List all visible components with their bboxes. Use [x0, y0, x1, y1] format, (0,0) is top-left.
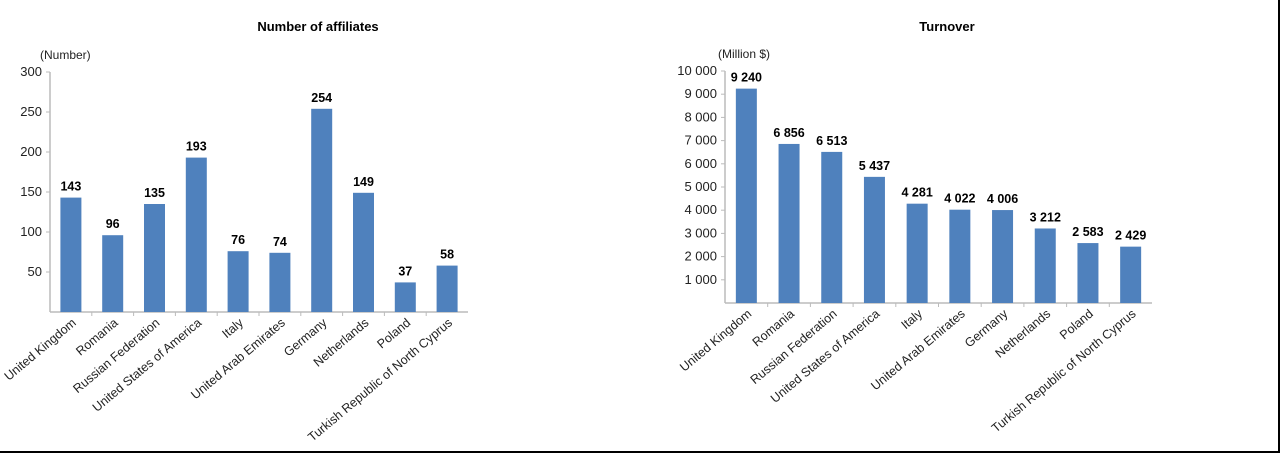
chart-title: Turnover — [919, 19, 974, 34]
y-tick-label: 7 000 — [684, 133, 717, 148]
y-tick-label: 150 — [20, 184, 42, 199]
bar — [60, 197, 82, 312]
y-tick-label: 1 000 — [684, 272, 717, 287]
y-tick-label: 9 000 — [684, 86, 717, 101]
bar — [353, 192, 374, 312]
data-label: 9 240 — [731, 71, 762, 85]
chart-title: Number of affiliates — [257, 19, 378, 34]
y-axis-unit: (Million $) — [718, 47, 770, 61]
y-tick-label: 10 000 — [677, 63, 717, 78]
chart-number-of-affiliates: Number of affiliates (Number) 50 100 150 20… — [2, 19, 468, 444]
bar — [778, 143, 800, 303]
data-label: 2 429 — [1115, 229, 1146, 243]
data-label: 74 — [273, 235, 287, 249]
bar — [311, 108, 333, 312]
bar — [1077, 243, 1099, 303]
bar — [1034, 228, 1056, 303]
category-label: Poland — [374, 316, 413, 352]
data-label: 58 — [440, 248, 454, 262]
data-label: 76 — [231, 233, 245, 247]
y-tick-label: 4 000 — [684, 202, 717, 217]
data-label: 37 — [398, 264, 412, 278]
y-tick-label: 250 — [20, 104, 42, 119]
bar — [185, 157, 207, 312]
bar — [102, 235, 124, 312]
bar — [1120, 246, 1142, 303]
y-tick-label: 50 — [28, 264, 42, 279]
data-label: 5 437 — [859, 159, 890, 173]
y-tick-label: 100 — [20, 224, 42, 239]
bar — [436, 265, 458, 312]
y-tick-label: 200 — [20, 144, 42, 159]
bar — [821, 151, 843, 303]
data-label: 4 281 — [902, 186, 933, 200]
y-tick-label: 2 000 — [684, 249, 717, 264]
data-label: 6 513 — [816, 134, 847, 148]
data-label: 2 583 — [1072, 225, 1103, 239]
data-label: 4 006 — [987, 192, 1018, 206]
y-tick-label: 8 000 — [684, 109, 717, 124]
y-tick-label: 3 000 — [684, 225, 717, 240]
category-label: Italy — [219, 315, 246, 341]
data-label: 143 — [60, 180, 81, 194]
y-tick-label: 300 — [20, 64, 42, 79]
bar — [735, 88, 757, 304]
category-label: United Kingdom — [2, 316, 79, 384]
data-label: 3 212 — [1030, 210, 1061, 224]
bar — [863, 176, 885, 303]
data-label: 135 — [144, 186, 165, 200]
data-label: 96 — [106, 217, 120, 231]
category-label: Poland — [1057, 307, 1096, 343]
bar — [949, 209, 971, 303]
y-axis-unit: (Number) — [40, 48, 91, 62]
category-label: United Kingdom — [677, 307, 754, 375]
data-label: 6 856 — [773, 126, 804, 140]
data-label: 193 — [186, 140, 207, 154]
bar — [906, 203, 928, 303]
category-label: Italy — [899, 306, 926, 332]
bar — [992, 210, 1014, 303]
y-tick-label: 6 000 — [684, 156, 717, 171]
bar — [144, 204, 165, 312]
y-tick-label: 5 000 — [684, 179, 717, 194]
bar — [269, 252, 291, 312]
chart-turnover: Turnover (Million $) 1 000 2 000 3 000 4 00… — [677, 19, 1152, 435]
bar — [394, 282, 416, 312]
data-label: 254 — [311, 91, 332, 105]
data-label: 149 — [353, 175, 374, 189]
data-label: 4 022 — [944, 192, 975, 206]
bar — [227, 251, 249, 312]
